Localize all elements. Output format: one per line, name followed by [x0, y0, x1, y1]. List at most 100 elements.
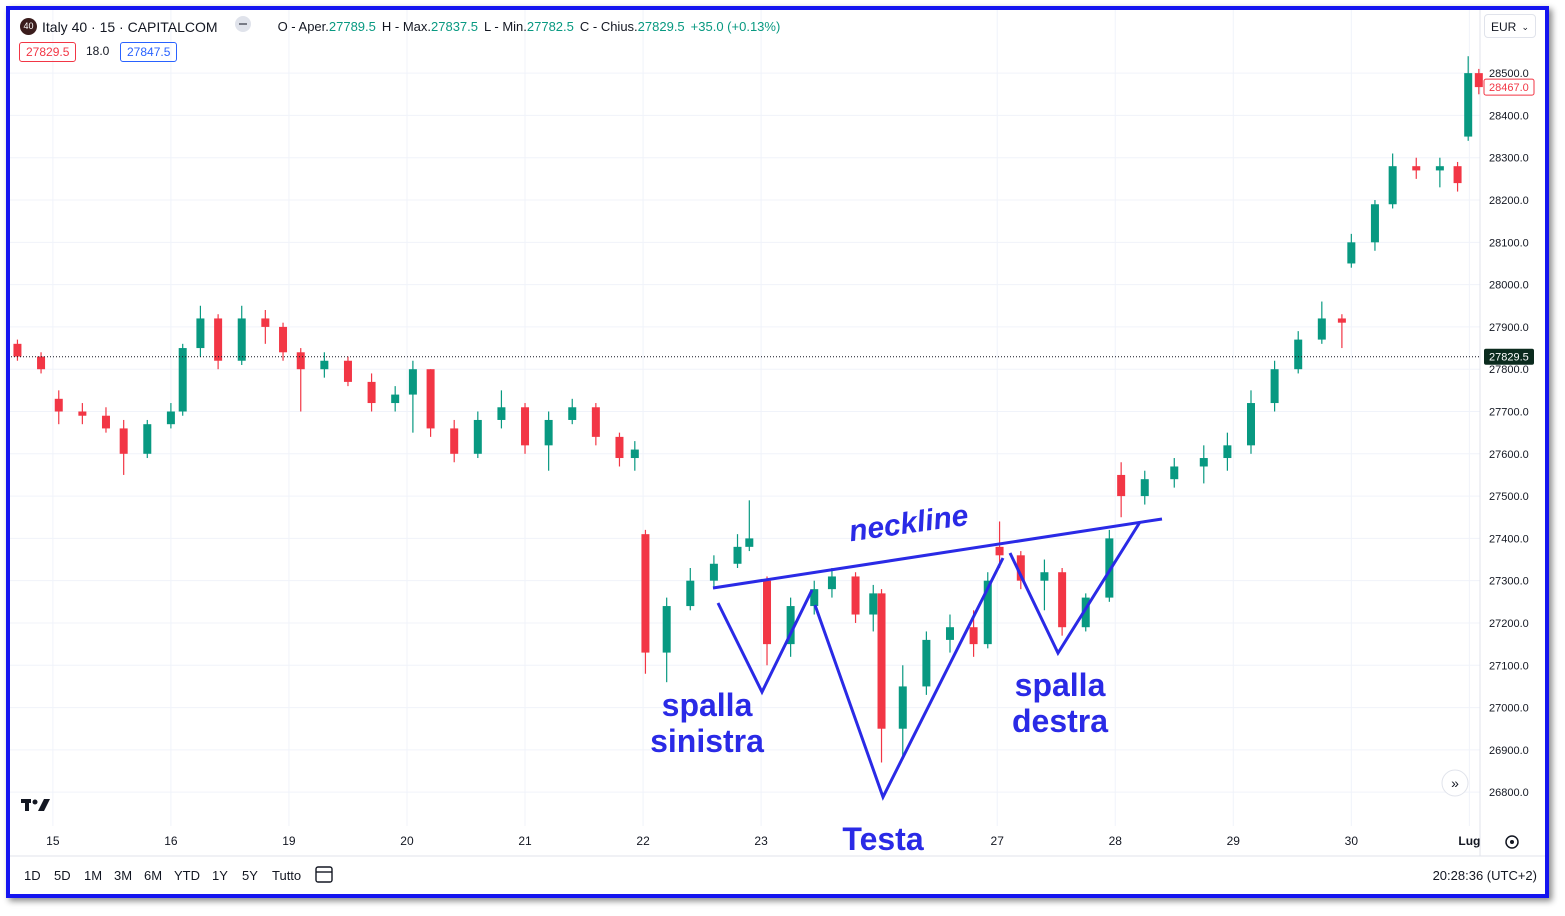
candle-body	[615, 436, 624, 459]
x-tick-label: 29	[1227, 834, 1241, 848]
candle-body	[37, 356, 46, 370]
candle-body	[178, 348, 187, 412]
y-tick-label: 28500.0	[1489, 68, 1529, 80]
symbol-logo: 40	[20, 18, 37, 35]
candle-body	[662, 606, 671, 653]
candle-body	[320, 360, 329, 370]
y-tick-label: 28100.0	[1489, 237, 1529, 249]
change: +35.0 (+0.13%)	[690, 19, 781, 34]
range-button[interactable]: 5Y	[242, 868, 258, 883]
clock: 20:28:36 (UTC+2)	[1432, 868, 1537, 883]
ohlc-values: O - Aper. 27789.5 H - Max. 27837.5 L - Min. 2…	[278, 19, 691, 34]
candle-body	[969, 627, 978, 645]
y-tick-label: 28400.0	[1489, 110, 1529, 122]
candle-body	[1081, 597, 1090, 628]
range-button[interactable]: 1M	[84, 868, 103, 883]
x-tick-label: 21	[518, 834, 532, 848]
y-tick-label: 26900.0	[1489, 745, 1529, 757]
x-tick-label: 20	[400, 834, 414, 848]
range-button[interactable]: 3M	[114, 868, 133, 883]
candle-body	[851, 576, 860, 615]
candle-body	[408, 369, 417, 395]
candle-body	[1294, 339, 1303, 370]
candle-body	[279, 326, 288, 353]
candle-body	[214, 318, 223, 361]
candle-body	[1474, 73, 1483, 88]
candle-body	[1412, 166, 1421, 171]
candle-body	[54, 398, 63, 412]
scroll-button[interactable]: »	[1441, 769, 1469, 797]
ohlc-value: 27789.5	[328, 19, 376, 34]
marker-price-box	[1483, 78, 1535, 96]
candle-body	[78, 411, 87, 416]
range-button[interactable]: 1Y	[212, 868, 228, 883]
candle-body	[166, 411, 175, 425]
legend: 40 Italy 40 · 15 · CAPITALCOM O - Aper. 2…	[20, 18, 786, 35]
range-button[interactable]: 1D	[24, 868, 41, 883]
candle-body	[641, 534, 650, 653]
chart-window: 26800.0 26900.0 27000.0 27100.0 27200.0 27300…	[6, 6, 1549, 898]
candle-body	[1117, 474, 1126, 497]
candle-body	[1246, 403, 1255, 446]
last-price-box	[1484, 348, 1534, 365]
candle-body	[119, 428, 128, 454]
candle-body	[1223, 445, 1232, 459]
candle-body	[296, 352, 305, 370]
symbol-name[interactable]: Italy 40 · 15 · CAPITALCOM	[42, 18, 218, 35]
y-tick-label: 27900.0	[1489, 322, 1529, 334]
date-range-icon[interactable]	[315, 866, 333, 883]
ohlc-value: 27837.5	[431, 19, 479, 34]
y-tick-label: 27700.0	[1489, 407, 1529, 419]
candle-body	[869, 593, 878, 615]
ohlc-label: O - Aper.	[277, 19, 329, 34]
x-tick-label: 30	[1345, 834, 1359, 848]
y-tick-label: 26800.0	[1489, 787, 1529, 799]
candle-body	[1337, 318, 1346, 323]
range-button[interactable]: Tutto	[272, 868, 302, 883]
x-tick-label: 22	[636, 834, 650, 848]
candle-body	[343, 360, 352, 382]
y-tick-label: 27400.0	[1489, 533, 1529, 545]
range-button[interactable]: 5D	[54, 868, 71, 883]
candle-body	[237, 318, 246, 361]
ohlc-label: H - Max.	[381, 19, 432, 34]
candle-body	[1317, 318, 1326, 340]
x-tick-label: Lug	[1458, 834, 1480, 848]
y-tick-label: 27800.0	[1489, 364, 1529, 376]
x-tick-label: 19	[282, 834, 296, 848]
candle-body	[922, 639, 931, 687]
spread: 18.0	[86, 44, 110, 58]
candle-body	[945, 627, 954, 640]
head-line	[813, 557, 1005, 801]
marker-price-label: 28467.0	[1489, 82, 1529, 94]
currency-select[interactable]: EUR ⌄	[1484, 14, 1536, 38]
candle-body	[898, 686, 907, 729]
neckline-label: neckline	[847, 499, 970, 548]
candle-body	[995, 546, 1004, 556]
plot: 27829.5 28467.0	[10, 56, 1535, 763]
grid: 26800.0 26900.0 27000.0 27100.0 27200.0 27300…	[10, 10, 1529, 856]
y-tick-label: 28200.0	[1489, 195, 1529, 207]
candle-body	[630, 449, 639, 459]
candle-body	[1435, 166, 1444, 171]
range-button[interactable]: YTD	[174, 868, 200, 883]
candle-body	[745, 538, 754, 547]
y-tick-label: 28300.0	[1489, 153, 1529, 165]
y-tick-label: 27300.0	[1489, 576, 1529, 588]
y-tick-label: 27100.0	[1489, 660, 1529, 672]
right-shoulder-label: destra	[1012, 703, 1108, 739]
candle-body	[877, 593, 886, 729]
candle-body	[1058, 572, 1067, 628]
candle-body	[1370, 204, 1379, 243]
ohlc-label: C - Chius.	[579, 19, 638, 34]
currency: EUR	[1491, 20, 1517, 34]
bid-price[interactable]: 27829.5	[19, 42, 77, 62]
candle-body	[827, 576, 836, 590]
ask-price[interactable]: 27847.5	[120, 42, 178, 62]
candle-body	[709, 563, 718, 581]
candle-body	[391, 394, 400, 404]
svg-text:»: »	[1451, 775, 1459, 791]
settings-icon[interactable]	[1505, 835, 1519, 849]
range-button[interactable]: 6M	[144, 868, 163, 883]
candle-body	[1199, 458, 1208, 467]
